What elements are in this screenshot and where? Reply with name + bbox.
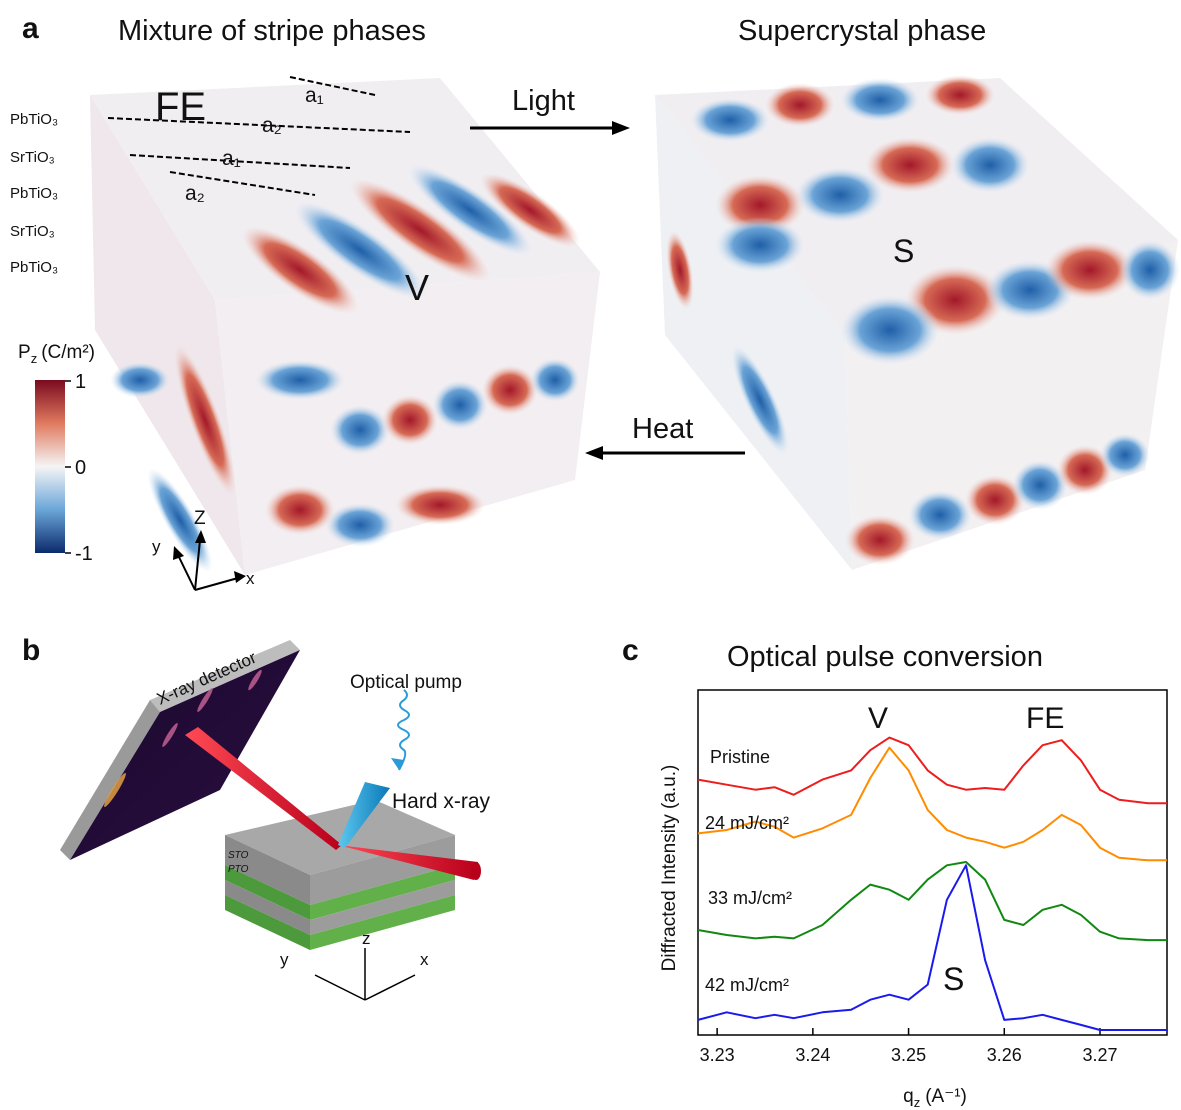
- colorbar-tick-label: -1: [75, 543, 93, 565]
- axis-name: y: [152, 537, 161, 556]
- pump-pulse: [398, 690, 409, 770]
- phase-label: V: [405, 267, 429, 308]
- pump-label: Optical pump: [350, 672, 462, 693]
- x-tick-label: 3.26: [987, 1045, 1022, 1065]
- layer-label: PbTiO₃: [10, 185, 58, 202]
- x-label-unit: (A⁻¹): [925, 1086, 967, 1107]
- layer-label: PTO: [228, 864, 249, 875]
- arrow-label: Light: [512, 85, 575, 117]
- colorbar-label: Pz(C/m²): [18, 342, 95, 366]
- arrowhead: [585, 446, 603, 460]
- peak-label: FE: [1026, 702, 1064, 735]
- axis-name: x: [420, 950, 429, 969]
- series-label: 24 mJ/cm²: [705, 813, 789, 833]
- xray-label: Hard x-ray: [392, 790, 491, 813]
- arrow-label: Heat: [632, 413, 693, 445]
- colorbar-unit: (C/m²): [41, 342, 95, 363]
- layer-label: SrTiO₃: [10, 223, 55, 240]
- x-tick-label: 3.27: [1082, 1045, 1117, 1065]
- left-simulation-box: [90, 77, 600, 579]
- xray-beam-end: [471, 862, 481, 880]
- panel-title: Mixture of stripe phases: [118, 15, 426, 47]
- panel-title: Supercrystal phase: [738, 15, 986, 47]
- colorbar-subscript: z: [31, 351, 38, 366]
- x-tick-label: 3.25: [891, 1045, 926, 1065]
- axis-name: z: [362, 929, 371, 948]
- x-label-subscript: z: [914, 1095, 921, 1110]
- x-tick-label: 3.24: [795, 1045, 830, 1065]
- peak-label: S: [943, 961, 964, 997]
- colorbar-tick-label: 1: [75, 371, 86, 393]
- chart-title: Optical pulse conversion: [727, 641, 1043, 673]
- figure: a Mixture of stripe phases Supercrystal …: [0, 0, 1181, 1110]
- colorbar-symbol: P: [18, 342, 31, 363]
- layer-label: SrTiO₃: [10, 149, 55, 166]
- stripe-label: a₁: [305, 84, 324, 107]
- x-label-symbol: q: [903, 1086, 914, 1107]
- panel-letter: a: [22, 12, 39, 45]
- phase-label: FE: [155, 85, 206, 129]
- y-axis-label: Diffracted Intensity (a.u.): [659, 765, 680, 972]
- axis-name: y: [280, 950, 289, 969]
- panel-letter: b: [22, 634, 40, 667]
- peak-label: V: [868, 702, 888, 735]
- sample: [225, 800, 455, 950]
- layer-label: STO: [228, 850, 249, 861]
- right-simulation-box: [655, 75, 1180, 570]
- arrowhead: [612, 121, 630, 135]
- colorbar: [35, 380, 65, 553]
- stripe-label: a₂: [262, 114, 282, 137]
- colorbar-tick-label: 0: [75, 457, 86, 479]
- panel-letter: c: [622, 634, 639, 667]
- phase-label: S: [893, 233, 914, 269]
- stripe-label: a₁: [222, 147, 241, 170]
- axis-triad: [315, 948, 415, 1000]
- series-label: Pristine: [710, 747, 770, 767]
- colorbar-ticks: 1 0 -1: [65, 371, 93, 565]
- axis-name: Z: [194, 508, 206, 529]
- x-tick-label: 3.23: [700, 1045, 735, 1065]
- axis-name: x: [246, 569, 255, 588]
- layer-label: PbTiO₃: [10, 259, 58, 276]
- layer-label: PbTiO₃: [10, 111, 58, 128]
- stripe-label: a₂: [185, 182, 205, 205]
- plot-area: 3.23 3.24 3.25 3.26 3.27 Pristine 24 mJ/cm² 33 …: [698, 702, 1167, 1065]
- series-label: 42 mJ/cm²: [705, 975, 789, 995]
- x-axis-label: qz (A⁻¹): [903, 1086, 967, 1110]
- series-label: 33 mJ/cm²: [708, 888, 792, 908]
